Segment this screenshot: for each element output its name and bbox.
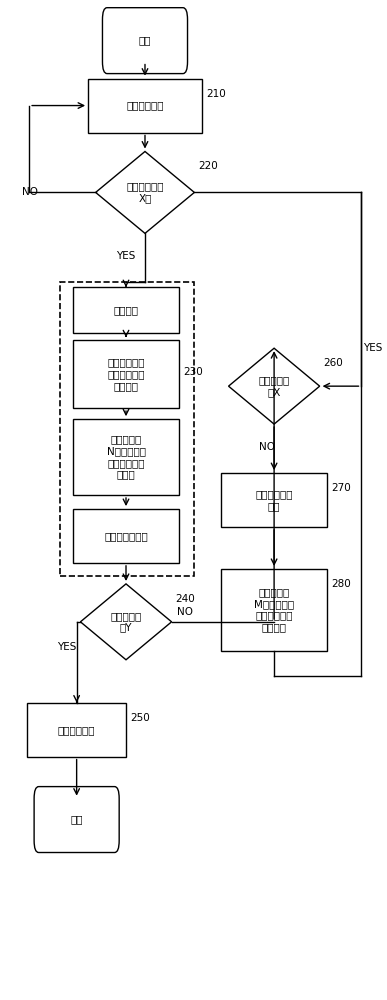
Polygon shape (96, 151, 194, 233)
Text: 250: 250 (130, 713, 149, 723)
Text: 220: 220 (198, 161, 218, 171)
Text: 转速是否超
过Y: 转速是否超 过Y (110, 611, 142, 633)
Text: 270: 270 (331, 483, 351, 493)
Text: 机组故障停机: 机组故障停机 (58, 725, 95, 735)
Bar (73, 287, 179, 333)
Text: 机组正常运行: 机组正常运行 (126, 101, 164, 111)
Text: 结束: 结束 (70, 815, 83, 825)
Text: 210: 210 (206, 89, 226, 99)
Text: 机组报警不停
机，进入超速
控制状态: 机组报警不停 机，进入超速 控制状态 (107, 358, 145, 391)
Text: 240: 240 (175, 594, 195, 604)
Text: 230: 230 (183, 367, 203, 377)
Text: 变桨速度为
N，变桨给定
角度为停机安
全角度: 变桨速度为 N，变桨给定 角度为停机安 全角度 (106, 435, 146, 479)
Text: 开始: 开始 (139, 36, 151, 46)
Bar (73, 419, 179, 495)
Polygon shape (229, 348, 320, 424)
Text: NO: NO (259, 442, 274, 452)
Bar (221, 569, 327, 651)
Text: YES: YES (363, 343, 383, 353)
Text: NO: NO (177, 607, 193, 617)
Bar (60, 282, 194, 576)
Text: 机组退出超速
控制: 机组退出超速 控制 (255, 489, 293, 511)
Text: YES: YES (57, 642, 77, 652)
Bar (221, 473, 327, 527)
FancyBboxPatch shape (34, 787, 119, 853)
Text: 280: 280 (331, 579, 351, 589)
Bar (88, 79, 202, 133)
Bar (73, 340, 179, 408)
Text: 转速是否超
过X: 转速是否超 过X (259, 375, 290, 397)
FancyBboxPatch shape (103, 8, 188, 74)
Text: 转速是否大于
X值: 转速是否大于 X值 (126, 182, 164, 203)
Text: 机组超速: 机组超速 (113, 305, 139, 315)
Text: 恒功率控制运行: 恒功率控制运行 (104, 531, 148, 541)
Bar (73, 509, 179, 563)
Polygon shape (80, 584, 171, 660)
Text: NO: NO (22, 187, 38, 197)
Bar (27, 703, 126, 757)
Text: YES: YES (116, 251, 136, 261)
Text: 260: 260 (324, 358, 343, 368)
Text: 变桨速度为
M，变桨给定
角度由变桨控
制器控制: 变桨速度为 M，变桨给定 角度由变桨控 制器控制 (254, 587, 294, 632)
